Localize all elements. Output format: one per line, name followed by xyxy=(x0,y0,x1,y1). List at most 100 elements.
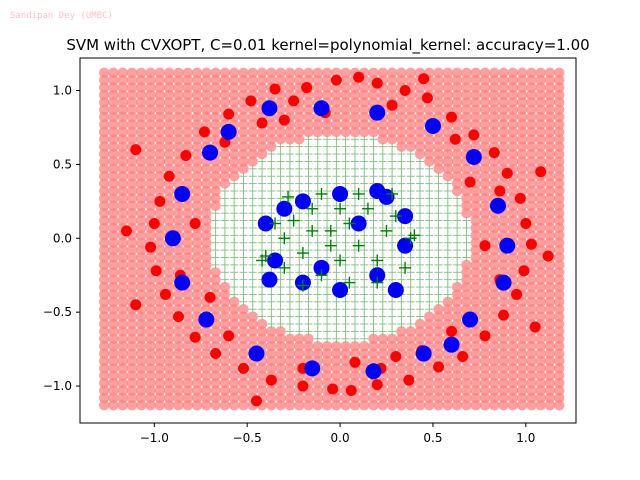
region-inner-mark xyxy=(388,260,397,269)
region-outer-mark xyxy=(526,74,537,86)
data-point-circle xyxy=(148,218,160,230)
region-outer-mark xyxy=(117,244,128,256)
region-outer-mark xyxy=(284,355,296,367)
region-outer-mark xyxy=(544,82,556,93)
region-outer-mark xyxy=(470,200,481,211)
region-outer-mark xyxy=(117,311,128,322)
region-inner-mark xyxy=(285,172,294,181)
region-inner-mark xyxy=(220,275,229,284)
region-outer-mark xyxy=(210,333,221,344)
region-outer-mark xyxy=(182,119,193,130)
region-outer-mark xyxy=(126,363,138,374)
region-outer-mark xyxy=(173,392,184,404)
data-point-circle xyxy=(237,362,249,374)
region-outer-mark xyxy=(98,311,110,322)
region-inner-mark xyxy=(378,260,387,269)
region-outer-mark xyxy=(154,207,166,219)
region-outer-mark xyxy=(238,333,249,344)
region-outer-mark xyxy=(163,377,175,389)
region-outer-mark xyxy=(461,363,472,374)
region-outer-mark xyxy=(544,193,556,204)
region-outer-mark xyxy=(470,185,481,197)
region-inner-mark xyxy=(341,319,350,328)
region-outer-mark xyxy=(284,82,296,93)
region-outer-mark xyxy=(554,385,565,396)
region-outer-mark xyxy=(451,377,463,389)
region-outer-mark xyxy=(201,400,212,411)
region-outer-mark xyxy=(219,385,231,396)
data-point-circle xyxy=(488,147,500,159)
region-outer-mark xyxy=(275,74,286,86)
region-outer-mark xyxy=(201,163,212,175)
region-outer-mark xyxy=(414,377,426,389)
region-outer-mark xyxy=(461,104,472,115)
region-outer-mark xyxy=(98,185,110,197)
region-outer-mark xyxy=(247,74,258,86)
region-outer-mark xyxy=(535,311,546,322)
region-outer-mark xyxy=(219,289,231,300)
data-point-circle xyxy=(399,85,411,97)
region-outer-mark xyxy=(117,111,128,123)
region-outer-mark xyxy=(238,126,249,138)
region-outer-mark xyxy=(98,333,110,344)
region-outer-mark xyxy=(117,193,128,204)
x-axis: −1.0 −0.5 0.0 0.5 1.0 xyxy=(140,423,535,445)
region-outer-mark xyxy=(238,119,249,130)
region-inner-mark xyxy=(332,164,341,173)
region-inner-mark xyxy=(350,305,359,314)
region-outer-mark xyxy=(368,348,379,359)
region-inner-mark xyxy=(443,201,452,210)
region-outer-mark xyxy=(117,267,128,278)
region-outer-mark xyxy=(154,281,166,293)
region-outer-mark xyxy=(136,318,147,330)
region-outer-mark xyxy=(228,67,240,78)
region-outer-mark xyxy=(544,163,556,175)
region-inner-mark xyxy=(369,319,378,328)
region-inner-mark xyxy=(388,268,397,277)
region-outer-mark xyxy=(526,207,537,219)
region-outer-mark xyxy=(470,259,481,271)
region-outer-mark xyxy=(126,111,138,123)
region-outer-mark xyxy=(442,311,454,322)
region-outer-mark xyxy=(154,333,166,344)
region-outer-mark xyxy=(507,252,519,263)
region-inner-mark xyxy=(239,253,248,262)
region-inner-mark xyxy=(304,290,313,299)
region-outer-mark xyxy=(136,281,147,293)
region-outer-mark xyxy=(126,178,138,189)
region-inner-mark xyxy=(425,179,434,188)
region-outer-mark xyxy=(228,82,240,93)
region-outer-mark xyxy=(117,215,128,226)
region-outer-mark xyxy=(396,126,407,138)
region-outer-mark xyxy=(173,400,184,411)
region-outer-mark xyxy=(201,363,212,374)
region-outer-mark xyxy=(535,178,546,189)
region-outer-mark xyxy=(117,363,128,374)
region-outer-mark xyxy=(108,304,119,315)
region-outer-mark xyxy=(219,355,231,367)
region-outer-mark xyxy=(479,67,491,78)
region-outer-mark xyxy=(117,385,128,396)
region-inner-mark xyxy=(304,319,313,328)
region-outer-mark xyxy=(526,134,537,145)
region-outer-mark xyxy=(312,74,323,86)
region-inner-mark xyxy=(304,150,313,159)
region-inner-mark xyxy=(434,201,443,210)
region-outer-mark xyxy=(554,141,565,152)
region-outer-mark xyxy=(266,326,277,337)
region-outer-mark xyxy=(191,385,203,396)
region-outer-mark xyxy=(479,126,491,138)
region-inner-mark xyxy=(239,231,248,240)
region-outer-mark xyxy=(359,392,370,404)
region-inner-mark xyxy=(267,209,276,218)
region-outer-mark xyxy=(424,333,435,344)
region-inner-mark xyxy=(434,253,443,262)
region-outer-mark xyxy=(219,163,231,175)
region-inner-mark xyxy=(276,305,285,314)
region-outer-mark xyxy=(108,385,119,396)
region-outer-mark xyxy=(405,119,416,130)
data-point-plus xyxy=(296,247,309,260)
region-inner-mark xyxy=(323,246,332,255)
region-inner-mark xyxy=(415,164,424,173)
region-inner-mark xyxy=(220,201,229,210)
